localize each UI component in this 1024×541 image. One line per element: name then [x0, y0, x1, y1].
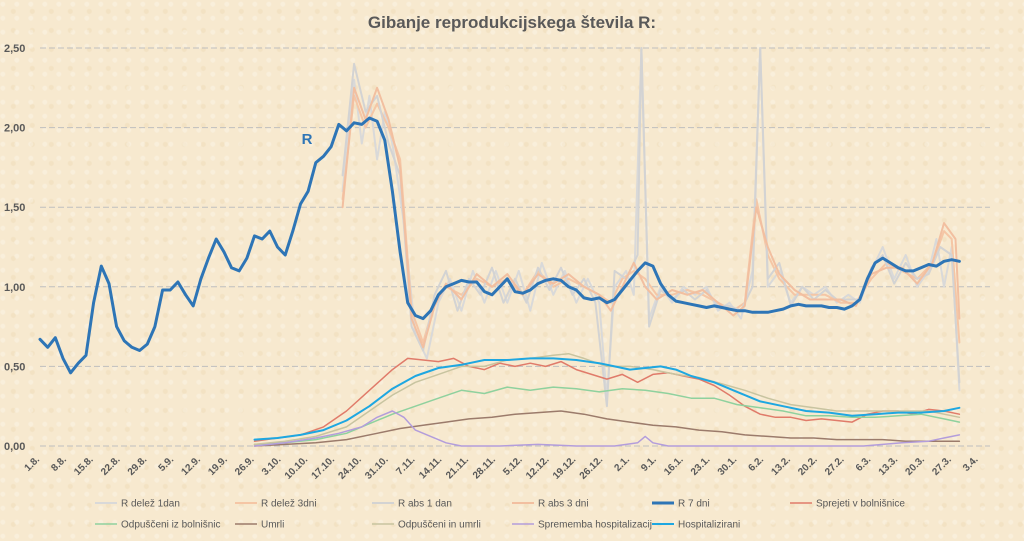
- x-tick-label: 13.3.: [877, 454, 901, 478]
- y-tick-label: 0,00: [4, 441, 25, 453]
- x-tick-label: 16.1.: [662, 454, 686, 478]
- legend-label: R delež 1dan: [121, 499, 180, 510]
- x-tick-label: 19.9.: [206, 454, 230, 478]
- x-axis-ticks: 1.8. 8.8. 15.8. 22.8. 29.8. 5.9. 12.9. 19.9. 26.…: [23, 454, 981, 482]
- x-tick-label: 5.9.: [157, 454, 177, 474]
- x-tick-label: 31.10.: [363, 454, 391, 482]
- series-lines: [38, 47, 961, 447]
- legend-label: R 7 dni: [678, 499, 710, 510]
- x-tick-label: 6.3.: [854, 454, 874, 474]
- series-line: [341, 86, 961, 349]
- y-tick-label: 2,50: [4, 43, 25, 55]
- x-tick-label: 10.10.: [283, 454, 311, 482]
- x-tick-label: 3.10.: [260, 454, 284, 478]
- series-line: [253, 352, 961, 446]
- chart-title: Gibanje reprodukcijskega števila R:: [368, 13, 656, 32]
- x-tick-label: 7.11.: [394, 454, 417, 477]
- x-tick-label: 26.9.: [233, 454, 257, 478]
- x-tick-label: 24.10.: [336, 454, 364, 482]
- x-tick-label: 6.2.: [747, 454, 767, 474]
- series-line: [253, 357, 961, 441]
- y-tick-label: 1,00: [4, 282, 25, 294]
- x-tick-label: 2.1.: [612, 454, 632, 474]
- y-tick-label: 0,50: [4, 361, 25, 373]
- x-tick-label: 27.3.: [930, 454, 954, 478]
- x-tick-label: 23.1.: [689, 454, 713, 478]
- legend-label: Odpuščeni in umrli: [398, 520, 481, 531]
- x-tick-label: 9.1.: [639, 454, 659, 474]
- legend-label: R delež 3dni: [261, 499, 317, 510]
- series-line: [253, 410, 961, 447]
- x-tick-label: 29.8.: [126, 454, 150, 478]
- legend-label: Hospitalizirani: [678, 520, 740, 531]
- legend-label: Sprememba hospitalizacij: [538, 520, 652, 531]
- x-tick-label: 20.3.: [903, 454, 927, 478]
- legend-label: R abs 3 dni: [538, 499, 589, 510]
- x-tick-label: 3.4.: [961, 454, 981, 474]
- series-line: [38, 116, 961, 375]
- x-tick-label: 5.12.: [501, 454, 525, 478]
- series-line: [341, 47, 961, 408]
- x-tick-label: 22.8.: [99, 454, 123, 478]
- series-line: [253, 410, 961, 447]
- x-tick-label: 30.1.: [716, 454, 740, 478]
- y-tick-label: 1,50: [4, 202, 25, 214]
- x-tick-label: 8.8.: [49, 454, 69, 474]
- x-tick-label: 20.2.: [796, 454, 820, 478]
- legend-label: Umrli: [261, 520, 284, 531]
- y-tick-label: 2,00: [4, 123, 25, 135]
- legend-label: Odpuščeni iz bolnišnic: [121, 520, 221, 531]
- x-tick-label: 27.2.: [823, 454, 847, 478]
- legend-label: R abs 1 dan: [398, 499, 452, 510]
- grid: [40, 47, 990, 447]
- x-tick-label: 12.9.: [179, 454, 203, 478]
- x-tick-label: 12.12.: [524, 454, 552, 482]
- y-axis-ticks: 0,00 0,50 1,00 1,50 2,00 2,50: [4, 43, 25, 453]
- series-line: [341, 47, 961, 400]
- x-tick-label: 13.2.: [769, 454, 793, 478]
- x-tick-label: 21.11.: [444, 454, 471, 481]
- x-tick-label: 28.11.: [471, 454, 498, 481]
- series-line: [253, 386, 961, 446]
- legend-label: Sprejeti v bolnišnice: [816, 499, 905, 510]
- x-tick-label: 26.12.: [578, 454, 606, 482]
- x-tick-label: 15.8.: [72, 454, 96, 478]
- x-tick-label: 14.11.: [417, 454, 444, 481]
- legend: R delež 1dan R delež 3dni R abs 1 dan R abs…: [95, 499, 905, 531]
- r-annotation: R: [302, 131, 313, 148]
- x-tick-label: 1.8.: [23, 454, 43, 474]
- x-tick-label: 19.12.: [551, 454, 579, 482]
- series-line: [253, 357, 961, 442]
- x-tick-label: 17.10.: [310, 454, 338, 482]
